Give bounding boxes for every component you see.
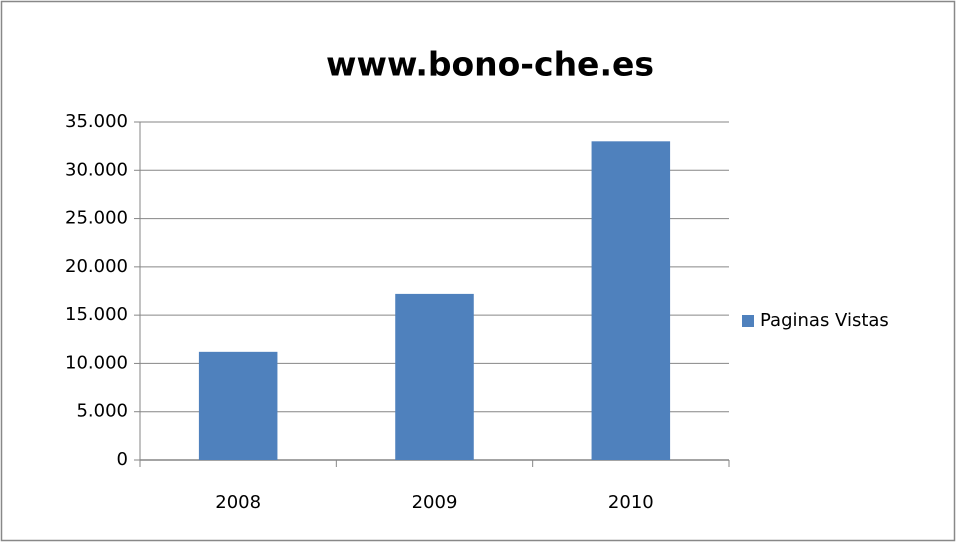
x-tick-label: 2010 xyxy=(608,492,654,513)
y-tick-label: 25.000 xyxy=(65,208,128,229)
x-tick-label: 2009 xyxy=(412,492,458,513)
y-tick-label: 20.000 xyxy=(65,256,128,277)
y-tick-label: 0 xyxy=(117,449,128,470)
y-tick-label: 30.000 xyxy=(65,159,128,180)
bar xyxy=(198,351,278,460)
y-tick-label: 10.000 xyxy=(65,352,128,373)
bar xyxy=(395,293,474,460)
legend-swatch xyxy=(742,315,754,327)
y-tick-label: 5.000 xyxy=(76,401,128,422)
y-tick-label: 15.000 xyxy=(65,304,128,325)
legend-label: Paginas Vistas xyxy=(760,310,889,331)
bar xyxy=(591,141,671,461)
y-tick-label: 35.000 xyxy=(65,111,128,132)
x-tick-label: 2008 xyxy=(215,492,261,513)
chart-title: www.bono-che.es xyxy=(326,45,654,84)
